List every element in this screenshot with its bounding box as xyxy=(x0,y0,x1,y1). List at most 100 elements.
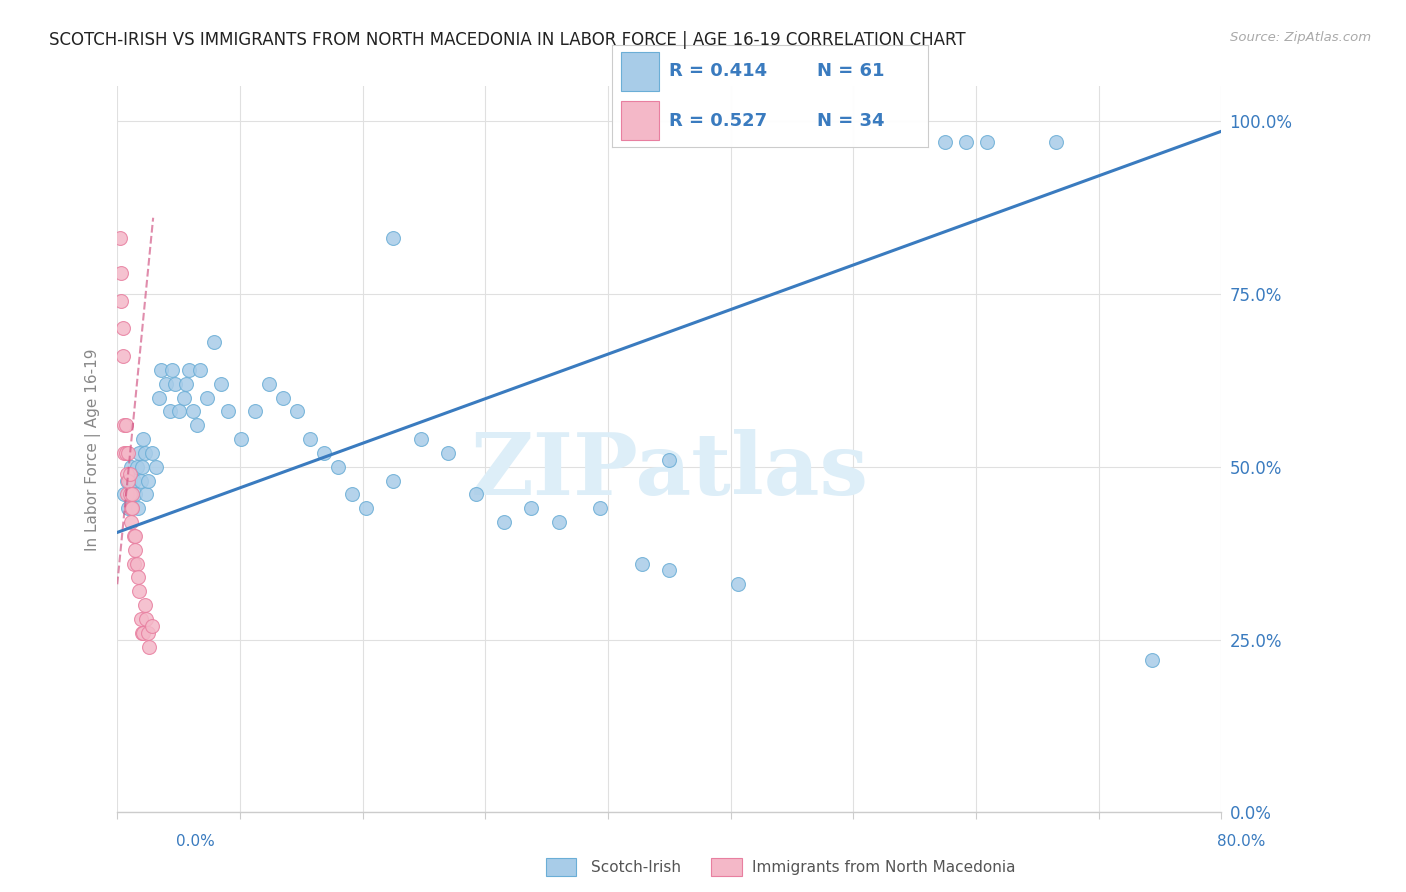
Point xyxy=(271,391,294,405)
Point xyxy=(186,418,208,433)
Point xyxy=(114,446,136,460)
Point xyxy=(110,293,132,308)
Point xyxy=(299,432,322,446)
Point xyxy=(134,446,156,460)
Point xyxy=(131,459,153,474)
Point xyxy=(128,584,150,599)
Point xyxy=(202,335,225,350)
Point xyxy=(138,640,160,654)
Point xyxy=(118,487,141,501)
Point xyxy=(122,529,145,543)
Point xyxy=(1045,135,1067,149)
Text: R = 0.527: R = 0.527 xyxy=(669,112,766,129)
Point xyxy=(1142,653,1164,667)
Point xyxy=(120,487,142,501)
Point xyxy=(658,452,681,467)
Point xyxy=(125,459,148,474)
Point xyxy=(108,231,131,245)
Point xyxy=(136,625,159,640)
Point xyxy=(121,501,143,516)
Point xyxy=(169,404,191,418)
Point xyxy=(112,418,135,433)
Point xyxy=(177,363,200,377)
Point xyxy=(129,474,152,488)
Point xyxy=(976,135,998,149)
Point xyxy=(131,625,153,640)
Bar xyxy=(621,101,659,140)
Point xyxy=(129,612,152,626)
Point xyxy=(165,376,187,391)
Point xyxy=(285,404,308,418)
Point xyxy=(340,487,363,501)
Point xyxy=(159,404,181,418)
Point xyxy=(124,542,146,557)
Point xyxy=(257,376,280,391)
Text: Scotch-Irish: Scotch-Irish xyxy=(591,860,681,874)
Point xyxy=(231,432,253,446)
Text: N = 34: N = 34 xyxy=(817,112,884,129)
Point xyxy=(150,363,173,377)
Point xyxy=(112,487,135,501)
Point xyxy=(181,404,204,418)
Point xyxy=(141,446,163,460)
Text: N = 61: N = 61 xyxy=(817,62,884,80)
Point xyxy=(409,432,432,446)
Point xyxy=(111,321,134,335)
Point xyxy=(124,529,146,543)
Text: ZIPatlas: ZIPatlas xyxy=(470,429,869,513)
Point xyxy=(124,487,146,501)
Point xyxy=(314,446,336,460)
Point xyxy=(121,487,143,501)
Text: R = 0.414: R = 0.414 xyxy=(669,62,766,80)
Point xyxy=(173,391,195,405)
Point xyxy=(132,625,155,640)
Point xyxy=(115,487,138,501)
Point xyxy=(120,459,142,474)
Point xyxy=(135,487,157,501)
Point xyxy=(115,474,138,488)
Point xyxy=(658,564,681,578)
Point xyxy=(118,467,141,481)
Point xyxy=(145,459,167,474)
Point xyxy=(117,501,139,516)
Point xyxy=(465,487,488,501)
Point xyxy=(630,557,652,571)
Point xyxy=(955,135,977,149)
Text: Immigrants from North Macedonia: Immigrants from North Macedonia xyxy=(752,860,1015,874)
Point xyxy=(354,501,377,516)
Point xyxy=(245,404,267,418)
Text: SCOTCH-IRISH VS IMMIGRANTS FROM NORTH MACEDONIA IN LABOR FORCE | AGE 16-19 CORRE: SCOTCH-IRISH VS IMMIGRANTS FROM NORTH MA… xyxy=(49,31,966,49)
Point xyxy=(148,391,170,405)
Point xyxy=(117,446,139,460)
Point xyxy=(127,570,149,584)
Point xyxy=(128,446,150,460)
Point xyxy=(326,459,349,474)
Point xyxy=(134,598,156,612)
Point xyxy=(520,501,543,516)
Text: 80.0%: 80.0% xyxy=(1218,834,1265,849)
Point xyxy=(114,418,136,433)
Point xyxy=(492,515,515,529)
Point xyxy=(110,266,132,280)
Point xyxy=(437,446,460,460)
Point xyxy=(209,376,232,391)
Point xyxy=(112,446,135,460)
Point xyxy=(117,474,139,488)
Point xyxy=(132,432,155,446)
Point xyxy=(589,501,612,516)
Point xyxy=(188,363,211,377)
Point xyxy=(934,135,956,149)
Point xyxy=(120,515,142,529)
Y-axis label: In Labor Force | Age 16-19: In Labor Force | Age 16-19 xyxy=(86,348,101,550)
Point xyxy=(115,467,138,481)
Point xyxy=(127,501,149,516)
Point xyxy=(174,376,197,391)
Point xyxy=(118,474,141,488)
Point xyxy=(547,515,569,529)
Point xyxy=(382,474,405,488)
Point xyxy=(121,501,143,516)
Point xyxy=(727,577,749,591)
Point xyxy=(217,404,239,418)
Point xyxy=(141,619,163,633)
Bar xyxy=(621,52,659,91)
